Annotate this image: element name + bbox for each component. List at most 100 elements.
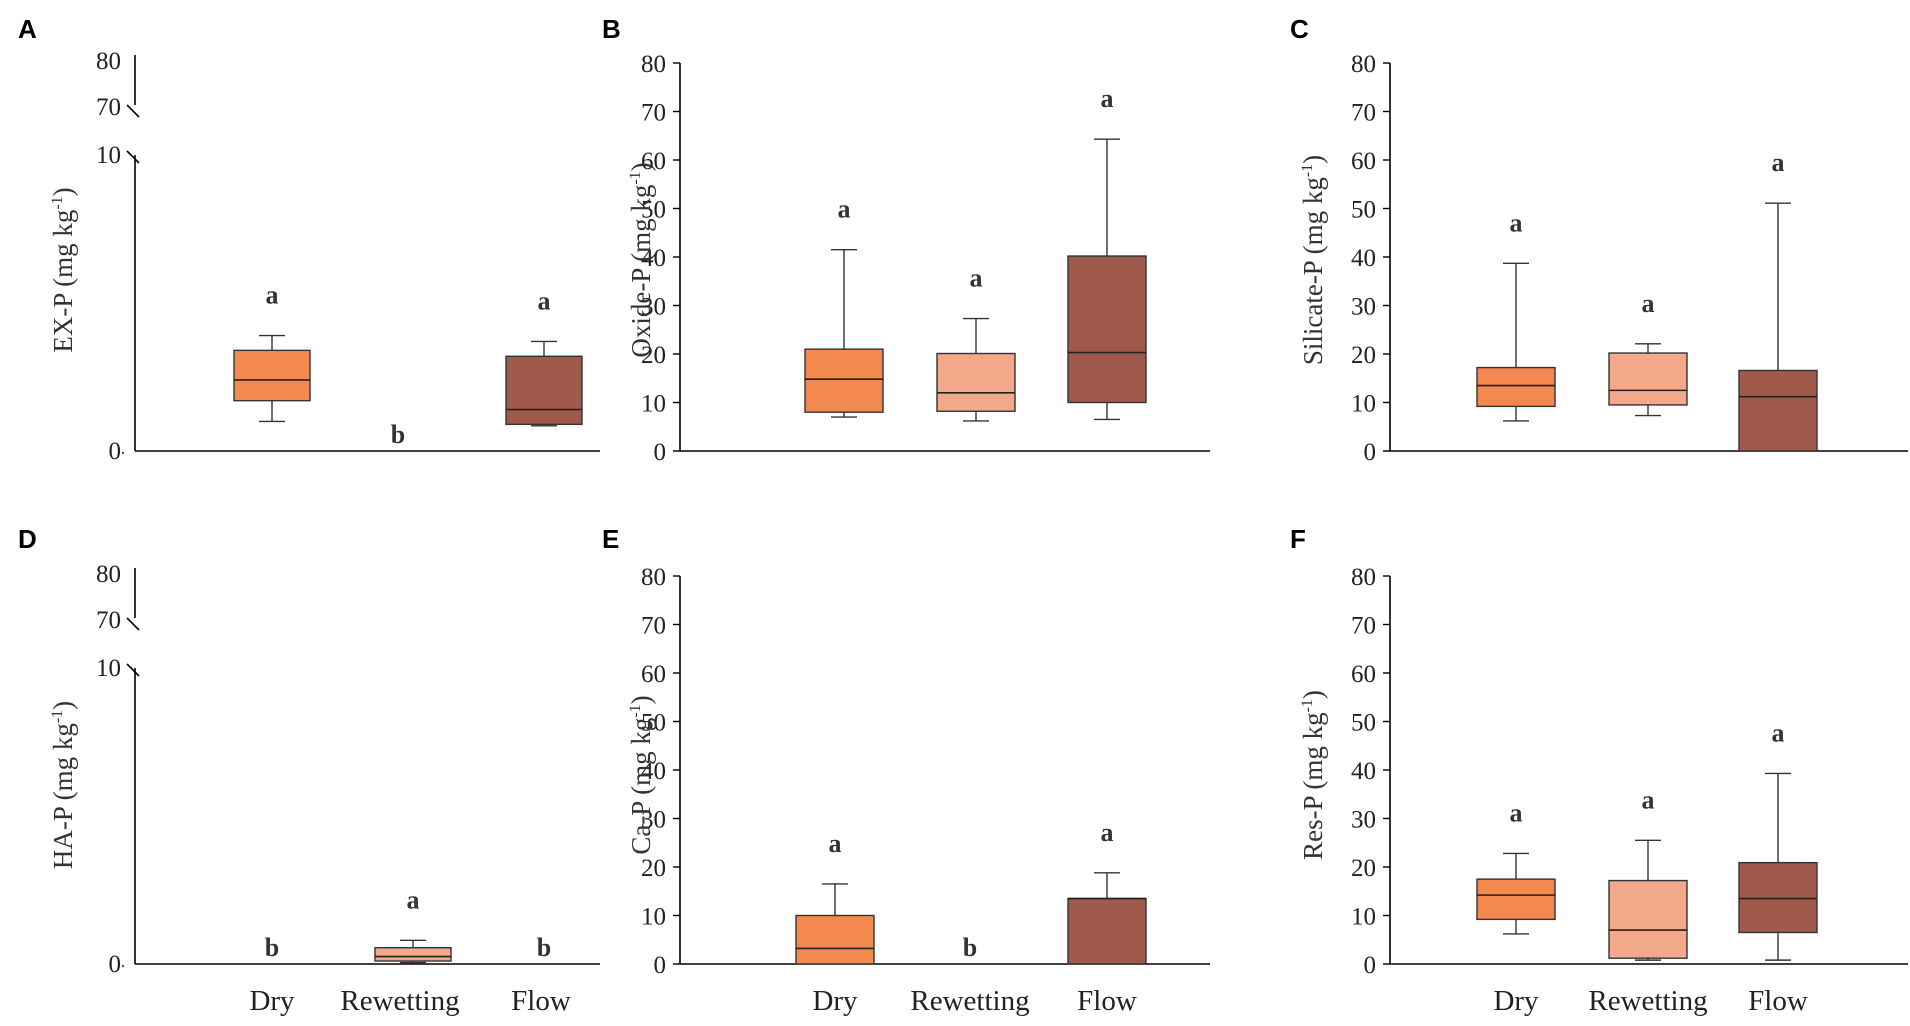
box-iqr <box>1738 861 1818 934</box>
x-category-label: Dry <box>812 985 858 1017</box>
significance-label: a <box>407 885 420 914</box>
y-tick-label: 0 <box>654 439 667 466</box>
y-tick-label: 10 <box>641 391 666 418</box>
y-tick-label: 80 <box>1351 564 1376 591</box>
y-tick-label: 10 <box>96 142 121 169</box>
y-axis-label: Oxide-P (mg kg-1) <box>626 162 656 357</box>
y-tick-label: 10 <box>1351 391 1376 418</box>
axis-break-mark <box>126 104 140 118</box>
x-category-label: Dry <box>249 985 295 1017</box>
y-tick-label: 20 <box>641 855 666 882</box>
box-iqr <box>795 914 875 965</box>
y-axis-label: EX-P (mg kg-1) <box>48 187 78 352</box>
panel-letter: E <box>602 524 619 554</box>
panel-a: A 0 10 70 80 EX-P (mg kg-1) a b a <box>18 14 600 465</box>
y-tick-label: 50 <box>641 197 666 224</box>
panel-e: E 0 10 20 30 40 50 60 70 80 Ca-P (mg kg-1) a b a Dry Re… <box>602 524 1210 1017</box>
significance-label: b <box>537 933 551 962</box>
box-dry: a <box>233 281 311 423</box>
y-tick-label: 0 <box>1364 439 1377 466</box>
y-tick-label: 40 <box>1351 245 1376 272</box>
significance-label: b <box>391 420 405 449</box>
box-dry: a <box>1476 798 1556 935</box>
significance-label: a <box>1772 148 1785 177</box>
y-tick-label: 0 <box>654 952 667 979</box>
panel-c: C 0 10 20 30 40 50 60 70 80 Silicate-P (mg kg-1) a a… <box>1290 14 1908 466</box>
y-tick-label: 10 <box>96 655 121 682</box>
panel-letter: C <box>1290 14 1309 44</box>
box-flow: a <box>1067 818 1147 965</box>
y-tick-label: 70 <box>96 94 121 121</box>
y-tick-label: 20 <box>641 342 666 369</box>
box-iqr <box>374 947 452 962</box>
box-iqr <box>1067 255 1147 404</box>
y-tick-label: 60 <box>1351 661 1376 688</box>
significance-label: a <box>829 829 842 858</box>
y-tick-label: 30 <box>641 807 666 834</box>
significance-label: a <box>1642 785 1655 814</box>
y-tick-label: 30 <box>641 294 666 321</box>
box-iqr <box>1476 366 1556 408</box>
y-tick-label: 80 <box>1351 51 1376 78</box>
box-iqr <box>1476 878 1556 921</box>
axis-break-mark <box>126 663 140 677</box>
x-category-label: Rewetting <box>910 985 1029 1017</box>
y-tick-label: 70 <box>641 100 666 127</box>
y-tick-label: 20 <box>1351 342 1376 369</box>
y-tick-label: 80 <box>96 561 121 588</box>
panel-letter: F <box>1290 524 1306 554</box>
axis-break-mark <box>126 150 140 164</box>
box-iqr <box>1738 369 1818 452</box>
x-category-label: Flow <box>1077 985 1137 1017</box>
y-tick-label: 70 <box>96 607 121 634</box>
box-flow: a <box>505 286 583 427</box>
y-tick-label: 10 <box>1351 904 1376 931</box>
box-flow: a <box>1738 718 1818 961</box>
box-rewetting: a <box>1608 785 1688 961</box>
box-dry: b <box>265 933 279 962</box>
zero-dot <box>121 964 125 968</box>
y-tick-label: 30 <box>1351 294 1376 321</box>
box-rewetting: a <box>1608 289 1688 417</box>
box-flow: b <box>537 933 551 962</box>
significance-label: b <box>963 933 977 962</box>
box-iqr <box>1067 897 1147 965</box>
x-category-label: Flow <box>511 985 571 1017</box>
y-tick-label: 70 <box>641 613 666 640</box>
significance-label: a <box>1101 84 1114 113</box>
box-iqr <box>1608 352 1688 406</box>
y-tick-label: 50 <box>641 710 666 737</box>
x-category-label: Flow <box>1748 985 1808 1017</box>
zero-dot <box>121 451 125 455</box>
significance-label: a <box>1642 289 1655 318</box>
box-rewetting: b <box>391 420 405 449</box>
significance-label: a <box>970 264 983 293</box>
y-tick-label: 80 <box>641 564 666 591</box>
box-rewetting: b <box>963 933 977 962</box>
x-category-label: Rewetting <box>1588 985 1707 1017</box>
panel-f: F 0 10 20 30 40 50 60 70 80 Res-P (mg kg-1) a a a Dry R… <box>1290 524 1908 1017</box>
x-category-label: Dry <box>1493 985 1539 1017</box>
y-tick-label: 70 <box>1351 613 1376 640</box>
box-iqr <box>936 352 1016 412</box>
axis-break-mark <box>126 617 140 631</box>
y-tick-label: 30 <box>1351 807 1376 834</box>
y-tick-label: 50 <box>1351 710 1376 737</box>
y-tick-label: 40 <box>641 245 666 272</box>
panel-letter: D <box>18 524 37 554</box>
box-iqr <box>804 348 884 413</box>
y-axis-label: Res-P (mg kg-1) <box>1298 690 1328 860</box>
y-tick-label: 0 <box>1364 952 1377 979</box>
y-tick-label: 60 <box>641 148 666 175</box>
y-tick-label: 70 <box>1351 100 1376 127</box>
y-tick-label: 0 <box>109 951 122 978</box>
box-iqr <box>1608 879 1688 959</box>
significance-label: a <box>838 195 851 224</box>
panel-b: B 0 10 20 30 40 50 60 70 80 Oxide-P (mg kg-1) a a a <box>602 14 1210 466</box>
box-dry: a <box>795 829 875 965</box>
significance-label: a <box>1510 208 1523 237</box>
y-tick-label: 10 <box>641 904 666 931</box>
y-tick-label: 80 <box>96 48 121 75</box>
significance-label: a <box>1510 798 1523 827</box>
